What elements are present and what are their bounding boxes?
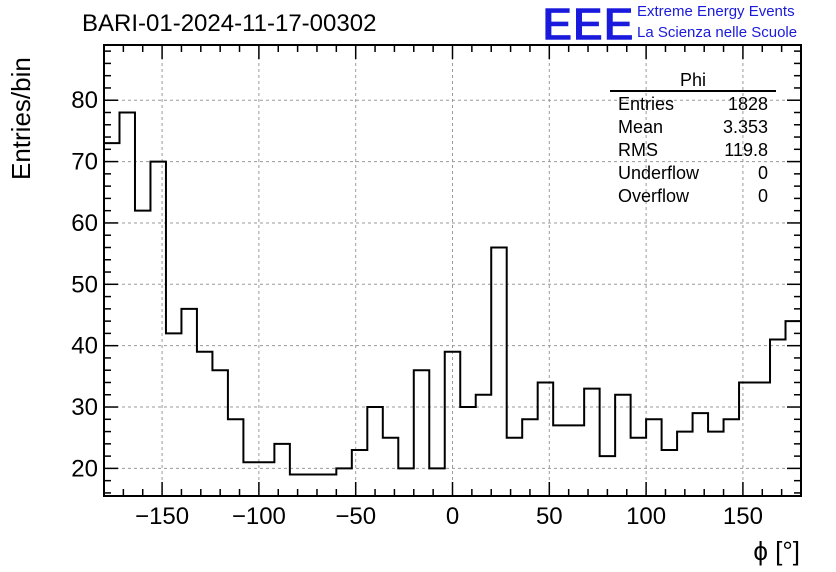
stats-row-mean: Mean 3.353 (610, 116, 776, 139)
axis-ticks (103, 45, 802, 496)
x-tick-label: 50 (536, 503, 563, 530)
eee-logo-mark: EEE (542, 2, 632, 44)
stats-row-rms: RMS 119.8 (610, 139, 776, 162)
stats-row-value: 119.8 (724, 140, 768, 160)
x-tick-label: 150 (723, 503, 763, 530)
logo-line-2: La Scienza nelle Scuole (637, 24, 798, 41)
stats-row-underflow: Underflow 0 (610, 162, 776, 185)
x-tick-label: −150 (135, 503, 189, 530)
stats-box: Phi Entries 1828 Mean 3.353 RMS 119.8 Underflo… (610, 70, 776, 208)
stats-row-overflow: Overflow 0 (610, 185, 776, 208)
stats-row-value: 0 (757, 163, 768, 183)
stats-row-entries: Entries 1828 (610, 93, 776, 116)
plot-title: BARI-01-2024-11-17-00302 (82, 10, 377, 37)
y-tick-label: 70 (71, 149, 98, 176)
y-tick-label: 30 (71, 394, 98, 421)
stats-box-title: Phi (679, 70, 706, 90)
y-tick-label: 40 (71, 333, 98, 360)
x-tick-labels: −150 −100 −50 0 50 100 150 (135, 503, 763, 530)
y-tick-labels: 20 30 40 50 60 70 80 (71, 87, 98, 482)
x-tick-label: 100 (626, 503, 666, 530)
y-axis-label: Entries/bin (6, 57, 36, 180)
grid-lines (104, 45, 801, 496)
stats-box-divider (610, 90, 776, 92)
stats-row-label: RMS (618, 140, 658, 160)
stats-row-value: 0 (757, 186, 768, 206)
stats-row-label: Entries (618, 94, 675, 114)
x-tick-label: −100 (232, 503, 286, 530)
y-tick-label: 50 (71, 271, 98, 298)
y-tick-label: 20 (71, 455, 98, 482)
x-tick-label: 0 (446, 503, 459, 530)
x-axis-label: ϕ [°] (753, 536, 800, 566)
y-tick-label: 60 (71, 210, 98, 237)
stats-row-label: Mean (618, 117, 664, 137)
stats-row-label: Underflow (618, 163, 700, 183)
stats-box-rows: Entries 1828 Mean 3.353 RMS 119.8 Underflow 0 Ov… (610, 93, 776, 208)
x-tick-label: −50 (335, 503, 376, 530)
y-tick-label: 80 (71, 87, 98, 114)
stats-row-label: Overflow (618, 186, 690, 206)
eee-logo: EEE (542, 2, 632, 44)
stats-row-value: 3.353 (722, 117, 768, 137)
stats-row-value: 1828 (727, 94, 768, 114)
logo-line-1: Extreme Energy Events (637, 3, 795, 20)
histogram-series (104, 111, 802, 476)
